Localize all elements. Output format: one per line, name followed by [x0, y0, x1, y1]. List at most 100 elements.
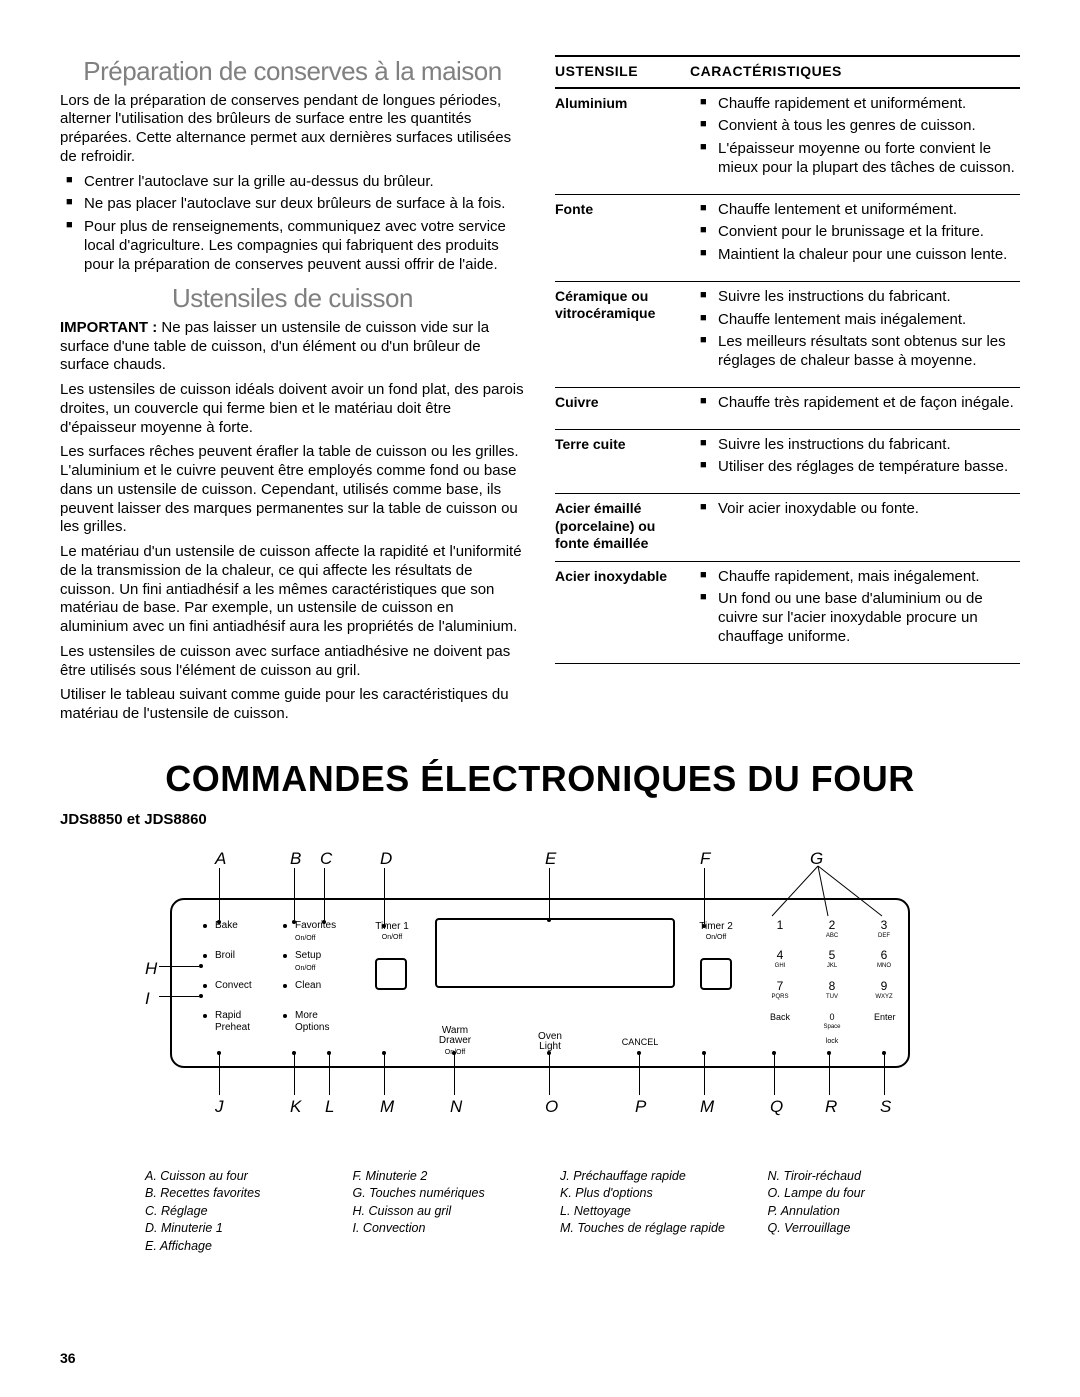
legend-item: N. Tiroir-réchaud — [768, 1168, 936, 1186]
panel-button-label: Bake — [215, 920, 265, 933]
quick-box-left — [375, 958, 407, 990]
legend-item: F. Minuterie 2 — [353, 1168, 521, 1186]
callout-letter: M — [700, 1096, 714, 1117]
legend-item: L. Nettoyage — [560, 1203, 728, 1221]
material-name: Terre cuite — [555, 436, 690, 486]
col-header: USTENSILE — [555, 63, 690, 81]
legend-item: A. Cuisson au four — [145, 1168, 313, 1186]
panel-button-label: Broil — [215, 950, 265, 963]
table-row: Acier émaillé (porcelaine) ou fonte émai… — [555, 494, 1020, 562]
table-row: Acier inoxydableChauffe rapidement, mais… — [555, 562, 1020, 664]
cancel-label: CANCEL — [615, 1038, 665, 1047]
para: Le matériau d'un ustensile de cuisson af… — [60, 543, 525, 637]
material-char: Voir acier inoxydable ou fonte. — [690, 500, 1020, 519]
callout-letter: P — [635, 1096, 646, 1117]
legend-item: P. Annulation — [768, 1203, 936, 1221]
callout-letter: I — [145, 988, 150, 1009]
display-screen — [435, 918, 675, 988]
callout-letter: D — [380, 848, 392, 869]
legend-col: N. Tiroir-réchaudO. Lampe du fourP. Annu… — [768, 1168, 936, 1256]
material-name: Céramique ou vitrocéramique — [555, 288, 690, 379]
table-row: AluminiumChauffe rapidement et uniformém… — [555, 89, 1020, 195]
material-char: Chauffe lentement mais inégalement. — [690, 311, 1020, 330]
bullet-list: Centrer l'autoclave sur la grille au-des… — [60, 173, 525, 275]
material-char: Chauffe lentement et uniformément. — [690, 201, 1020, 220]
callout-letter: C — [320, 848, 332, 869]
panel-button-label: FavoritesOn/Off — [295, 920, 345, 945]
legend-item: B. Recettes favorites — [145, 1185, 313, 1203]
legend-item: J. Préchauffage rapide — [560, 1168, 728, 1186]
bullet: Ne pas placer l'autoclave sur deux brûle… — [60, 195, 525, 214]
material-char: Maintient la chaleur pour une cuisson le… — [690, 246, 1020, 265]
keypad-key: 1 — [770, 918, 790, 941]
material-char: Convient à tous les genres de cuisson. — [690, 117, 1020, 136]
page-number: 36 — [60, 1350, 76, 1368]
panel-button-label: MoreOptions — [295, 1010, 345, 1035]
legend-item: I. Convection — [353, 1220, 521, 1238]
callout-letter: E — [545, 848, 556, 869]
material-char: Convient pour le brunissage et la fritur… — [690, 223, 1020, 242]
legend-item: D. Minuterie 1 — [145, 1220, 313, 1238]
material-name: Aluminium — [555, 95, 690, 186]
callout-letter: O — [545, 1096, 558, 1117]
legend-col: A. Cuisson au fourB. Recettes favoritesC… — [145, 1168, 313, 1256]
timer1-label: Timer 1On/Off — [373, 922, 411, 943]
material-char: Suivre les instructions du fabricant. — [690, 288, 1020, 307]
panel-button-label: Convect — [215, 980, 265, 993]
para: Les ustensiles de cuisson idéals doivent… — [60, 381, 525, 437]
right-column: USTENSILE CARACTÉRISTIQUES AluminiumChau… — [555, 55, 1020, 730]
keypad-key: 9WXYZ — [874, 979, 894, 1002]
left-column: Préparation de conserves à la maison Lor… — [60, 55, 525, 730]
panel-button-label: Rapid Preheat — [215, 1010, 265, 1035]
col-header: CARACTÉRISTIQUES — [690, 63, 1020, 81]
legend-col: J. Préchauffage rapideK. Plus d'optionsL… — [560, 1168, 728, 1256]
model-numbers: JDS8850 et JDS8860 — [60, 811, 1020, 830]
keypad: 12ABC3DEF4GHI5JKL6MNO7PQRS8TUV9WXYZBack0… — [770, 918, 894, 1047]
legend-item: M. Touches de réglage rapide — [560, 1220, 728, 1238]
control-panel-diagram: ABCDEFG HI BakeBroilConvectRapid Preheat… — [145, 848, 935, 1158]
material-char: Chauffe rapidement et uniformément. — [690, 95, 1020, 114]
callout-letter: A — [215, 848, 226, 869]
keypad-key: 8TUV — [822, 979, 842, 1002]
materials-table: USTENSILE CARACTÉRISTIQUES AluminiumChau… — [555, 55, 1020, 664]
keypad-key: Enter — [874, 1009, 894, 1032]
heading-conserves: Préparation de conserves à la maison — [60, 55, 525, 88]
important-label: IMPORTANT : — [60, 319, 157, 336]
callout-letter: H — [145, 958, 157, 979]
section-title: COMMANDES ÉLECTRONIQUES DU FOUR — [60, 756, 1020, 801]
legend-item: H. Cuisson au gril — [353, 1203, 521, 1221]
callout-letter: M — [380, 1096, 394, 1117]
callout-letter: S — [880, 1096, 891, 1117]
legend-item: E. Affichage — [145, 1238, 313, 1256]
callout-letter: J — [215, 1096, 224, 1117]
callout-letter: B — [290, 848, 301, 869]
para: Lors de la préparation de conserves pend… — [60, 92, 525, 167]
callout-letter: R — [825, 1096, 837, 1117]
material-char: Les meilleurs résultats sont obtenus sur… — [690, 333, 1020, 371]
keypad-key: 4GHI — [770, 948, 790, 971]
keypad-key: Back — [770, 1009, 790, 1032]
light-label: Oven Light — [530, 1032, 570, 1053]
material-name: Acier émaillé (porcelaine) ou fonte émai… — [555, 500, 690, 553]
keypad-key: 3DEF — [874, 918, 894, 941]
panel-button-label: Clean — [295, 980, 345, 993]
keypad-key: 2ABC — [822, 918, 842, 941]
legend-item: O. Lampe du four — [768, 1185, 936, 1203]
callout-letter: K — [290, 1096, 301, 1117]
table-row: CuivreChauffe très rapidement et de faço… — [555, 388, 1020, 430]
para: Utiliser le tableau suivant comme guide … — [60, 686, 525, 724]
para: Les ustensiles de cuisson avec surface a… — [60, 643, 525, 681]
heading-ustensiles: Ustensiles de cuisson — [60, 282, 525, 315]
legend-item: C. Réglage — [145, 1203, 313, 1221]
material-char: Chauffe rapidement, mais inégalement. — [690, 568, 1020, 587]
bullet: Pour plus de renseignements, communiquez… — [60, 218, 525, 274]
bullet: Centrer l'autoclave sur la grille au-des… — [60, 173, 525, 192]
material-char: L'épaisseur moyenne ou forte convient le… — [690, 140, 1020, 178]
legend-col: F. Minuterie 2G. Touches numériquesH. Cu… — [353, 1168, 521, 1256]
material-name: Fonte — [555, 201, 690, 273]
table-header: USTENSILE CARACTÉRISTIQUES — [555, 57, 1020, 89]
callout-letter: F — [700, 848, 710, 869]
material-char: Un fond ou une base d'aluminium ou de cu… — [690, 590, 1020, 646]
important-para: IMPORTANT : Ne pas laisser un ustensile … — [60, 319, 525, 375]
quick-box-right — [700, 958, 732, 990]
